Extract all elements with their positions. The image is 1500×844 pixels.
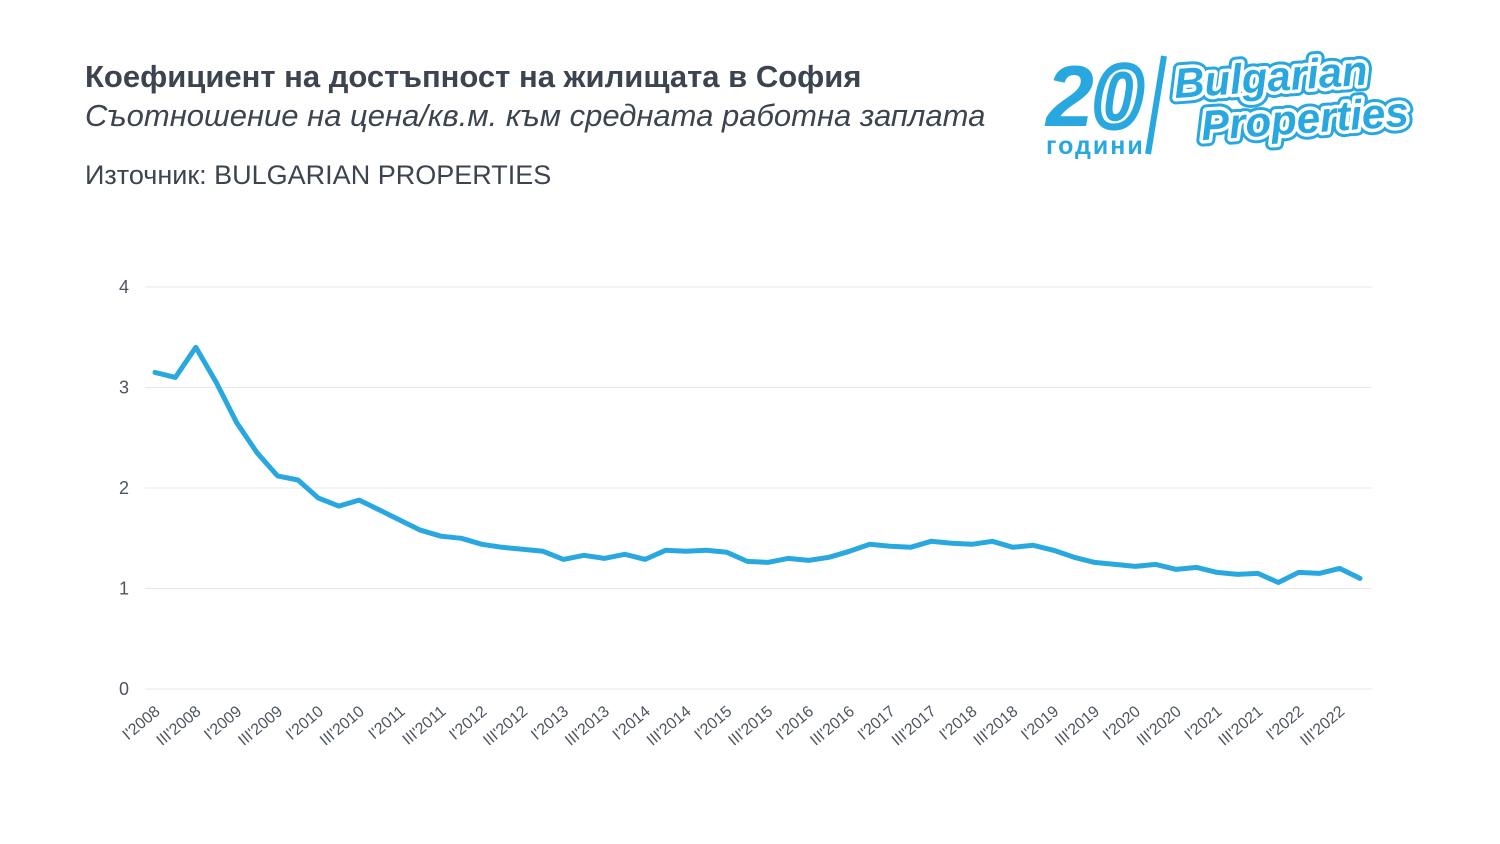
x-axis-tick-label: III'2021 [1216,703,1267,750]
chart-title: Коефициент на достъпност на жилищата в С… [85,59,862,94]
chart-subtitle: Съотношение на цена/кв.м. към средната р… [85,98,986,134]
x-axis-tick-label: III'2012 [480,703,531,750]
y-axis-tick-label: 1 [119,579,129,599]
data-line [152,344,1363,585]
x-axis-tick-label: III'2013 [562,703,613,750]
x-axis-tick-label: III'2014 [644,703,695,750]
logo-digit-2: 2 [1044,49,1094,145]
x-axis-tick-label: III'2019 [1052,703,1103,750]
x-axis-tick-label: III'2008 [154,703,205,750]
x-axis-tick-label: III'2016 [807,703,858,750]
x-axis-tick-label: III'2018 [971,703,1022,750]
y-axis-tick-label: 0 [119,679,129,699]
logo-graphic: 2 0 години Bulgarian Bulgarian Propertie… [1044,40,1417,160]
y-axis-tick-label: 4 [119,277,129,297]
bulgarian-properties-logo: 2 0 години Bulgarian Bulgarian Propertie… [1040,40,1460,162]
source-label: Източник: BULGARIAN PROPERTIES [85,159,552,190]
logo-divider [1145,55,1167,155]
x-axis-tick-label: III'2009 [235,703,286,750]
logo-digit-0: 0 [1094,49,1142,145]
logo-brand-group: Bulgarian Bulgarian Properties Propertie… [1166,40,1417,156]
x-axis-tick-label: III'2015 [726,703,777,750]
y-axis-tick-label: 3 [119,378,129,398]
logo-years-label: години [1046,132,1145,160]
x-axis-tick-label: III'2017 [889,703,940,750]
affordability-line-chart: 0 1 2 3 4 I'2008 III'2008 I'2009 III'2009 I'2010 I… [0,250,1500,844]
x-axis-tick-label: III'2011 [400,703,450,749]
chart-svg: 01234I'2008III'2008I'2009III'2009I'2010I… [119,277,1372,750]
x-axis-tick-label: III'2010 [317,703,368,750]
x-axis-tick-label: III'2020 [1134,703,1185,750]
x-axis-tick-label: III'2022 [1297,703,1348,750]
y-axis-tick-label: 2 [119,478,129,498]
chart-header: Коефициент на достъпност на жилищата в С… [85,58,985,191]
